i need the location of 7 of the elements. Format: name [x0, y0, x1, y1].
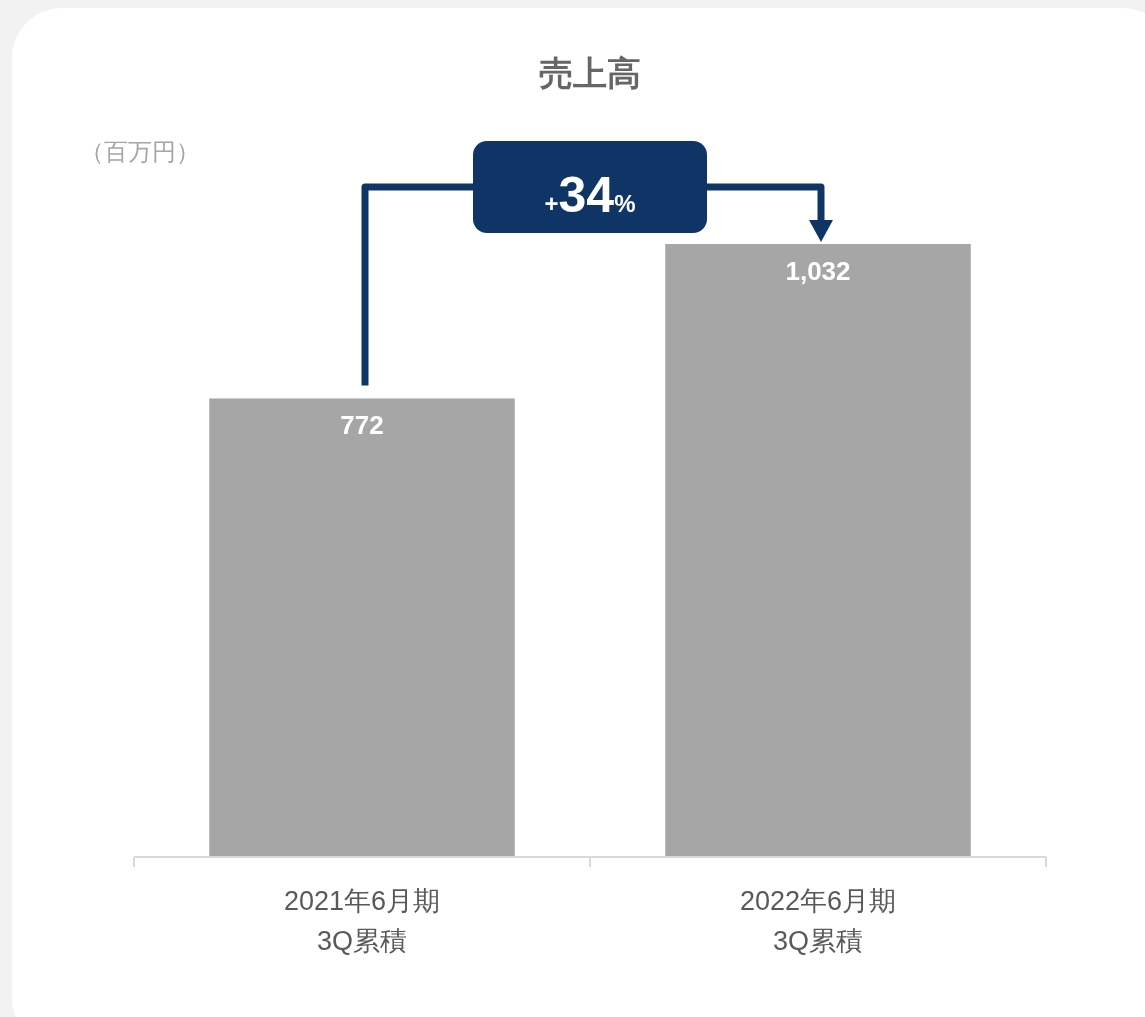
y-axis-title: （百万円） — [80, 138, 200, 165]
data-label: 1,032 — [785, 256, 851, 286]
x-tick-label: 2022年6月期 3Q累積 — [739, 886, 897, 956]
x-tick-label: 2021年6月期 3Q累積 — [283, 886, 441, 956]
chart-title: 売上高 — [539, 54, 641, 92]
data-label: 772 — [340, 410, 384, 441]
text: +34% — [544, 167, 636, 223]
